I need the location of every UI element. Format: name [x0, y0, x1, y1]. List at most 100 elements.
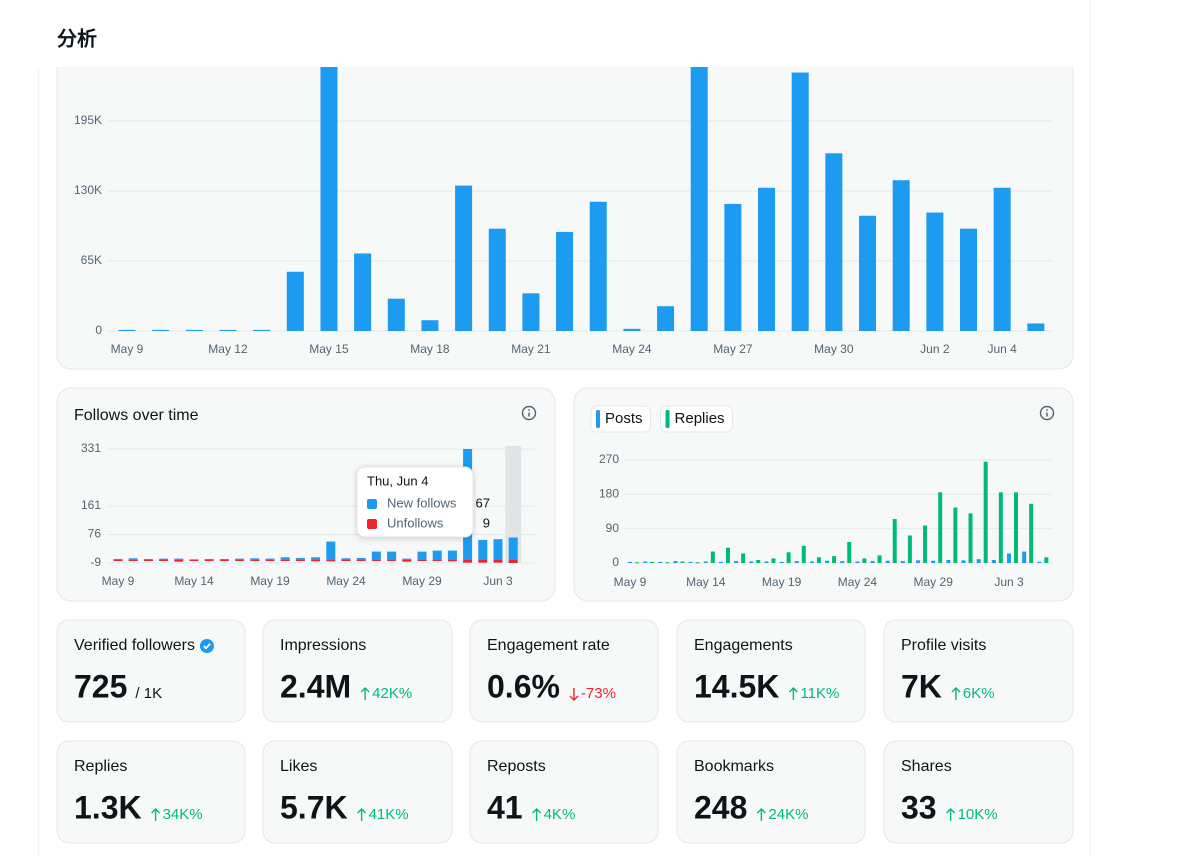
bar — [862, 558, 867, 563]
bar — [235, 559, 245, 561]
stat-card — [883, 740, 1074, 844]
bar — [250, 558, 260, 560]
stat-title: Impressions — [280, 637, 366, 654]
bar — [589, 201, 607, 331]
bar — [1014, 492, 1018, 563]
bar — [253, 329, 271, 331]
legend-swatch — [596, 410, 600, 428]
x-tick-label: Jun 2 — [920, 342, 950, 356]
bar — [326, 559, 336, 562]
bar — [680, 561, 685, 563]
bar — [976, 559, 981, 563]
stat-value: 0.6% — [487, 668, 560, 704]
bar — [493, 559, 503, 563]
y-tick-label: 0 — [95, 323, 102, 337]
bar — [265, 558, 275, 560]
stat-value: 725 — [74, 668, 127, 704]
info-icon-dot — [1046, 409, 1048, 411]
tooltip-label: New follows — [387, 495, 457, 510]
bar — [387, 551, 397, 560]
bar — [758, 187, 776, 331]
bar — [724, 203, 742, 331]
stat-value: 5.7K — [280, 789, 348, 825]
bar — [923, 525, 928, 563]
bar — [688, 561, 693, 563]
info-icon — [521, 405, 537, 421]
bar — [143, 559, 153, 561]
bar — [650, 561, 655, 563]
bar — [825, 153, 843, 331]
bar — [725, 547, 730, 563]
bar — [960, 228, 977, 331]
verified-check — [203, 643, 211, 650]
bar — [1044, 557, 1049, 563]
bar — [658, 561, 663, 563]
bar — [900, 561, 905, 563]
bar — [493, 539, 503, 560]
bar — [311, 557, 321, 560]
stat-value: 1.3K — [74, 789, 142, 825]
bar — [341, 558, 351, 560]
bar — [286, 271, 304, 331]
bar — [635, 562, 639, 564]
bar — [295, 557, 305, 560]
bar — [983, 461, 988, 563]
bar — [447, 550, 457, 560]
x-tick-label: May 19 — [762, 575, 802, 589]
x-tick-label: May 15 — [309, 342, 349, 356]
hover-column — [505, 446, 522, 563]
stat-card — [469, 740, 659, 844]
bar — [280, 559, 290, 561]
stat-card — [676, 619, 866, 723]
x-tick-label: May 29 — [914, 575, 954, 589]
bar — [756, 559, 761, 563]
change-arrow — [946, 808, 956, 821]
bar — [280, 557, 290, 560]
stat-change: 41K% — [369, 806, 409, 823]
bar — [825, 560, 830, 563]
bar — [816, 557, 821, 563]
stat-card — [262, 619, 453, 723]
change-arrow — [756, 808, 766, 821]
bar — [998, 492, 1003, 563]
bar — [961, 560, 966, 563]
tooltip-value: 9 — [483, 515, 490, 530]
y-tick-label: 130K — [74, 183, 102, 197]
bar — [508, 559, 518, 563]
bar — [189, 559, 199, 561]
bar — [710, 551, 715, 563]
bar — [809, 561, 814, 563]
change-arrow — [788, 687, 798, 700]
y-tick-label: 76 — [88, 527, 102, 541]
bar — [703, 561, 708, 563]
bar — [152, 329, 170, 331]
tooltip-label: Unfollows — [387, 515, 444, 530]
stat-title: Replies — [74, 758, 127, 775]
bar — [143, 558, 153, 560]
legend-swatch — [665, 410, 670, 428]
stat-title: Shares — [901, 758, 952, 775]
bar — [478, 539, 488, 560]
bar — [786, 552, 791, 563]
bar — [387, 559, 397, 561]
stat-title: Likes — [280, 758, 317, 775]
bar — [174, 559, 184, 562]
bar — [356, 557, 366, 560]
change-arrow — [951, 687, 961, 700]
info-icon — [1039, 405, 1055, 421]
bar — [794, 561, 799, 563]
bar — [189, 559, 199, 561]
bar — [295, 559, 305, 561]
bar — [341, 559, 351, 561]
stat-value: 14.5K — [694, 668, 779, 704]
stat-card — [883, 619, 1074, 723]
stat-change: 42K% — [372, 685, 412, 702]
x-tick-label: May 9 — [111, 342, 144, 356]
legend-label: Posts — [605, 410, 643, 427]
stat-value: 7K — [901, 668, 942, 704]
bar — [832, 556, 837, 563]
bar — [916, 560, 921, 563]
bar — [859, 215, 877, 331]
bar — [946, 559, 951, 563]
